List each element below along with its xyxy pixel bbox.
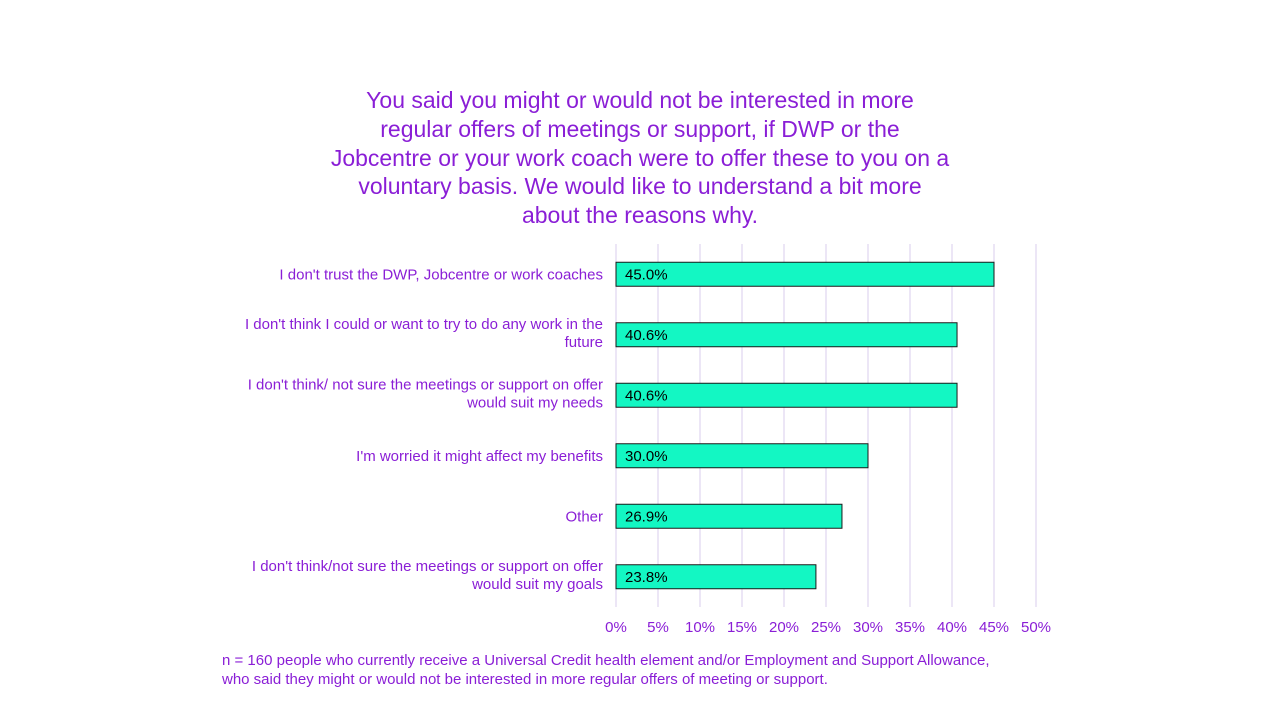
x-tick-label: 40% (937, 619, 967, 636)
bar (615, 322, 958, 348)
bar (615, 564, 817, 590)
footnote-line-1: n = 160 people who currently receive a U… (222, 652, 990, 669)
category-label: I'm worried it might affect my benefits (356, 448, 603, 465)
data-label: 40.6% (625, 327, 668, 344)
category-label: I don't think I could or want to try to … (245, 316, 603, 351)
category-label-line: I don't think/ not sure the meetings or … (248, 376, 603, 393)
bar (615, 261, 995, 287)
category-label: I don't trust the DWP, Jobcentre or work… (279, 266, 603, 283)
x-tick-label: 25% (811, 619, 841, 636)
footnote: n = 160 people who currently receive a U… (222, 651, 1122, 689)
bar (615, 382, 958, 408)
category-label-line: I don't think/not sure the meetings or s… (252, 558, 603, 575)
category-label-line: Other (565, 508, 603, 525)
footnote-line-2: who said they might or would not be inte… (222, 671, 828, 688)
bars: 45.0% 40.6% 40.6% 30.0% 26.9% 23.8% (615, 261, 995, 590)
category-label: I don't think/not sure the meetings or s… (252, 558, 603, 593)
category-label-line: future (565, 334, 603, 351)
category-label-line: I'm worried it might affect my benefits (356, 448, 603, 465)
data-label: 23.8% (625, 569, 668, 586)
gridlines (615, 244, 1037, 607)
x-axis-ticks: 0% 5% 10% 15% 20% 25% 30% 35% 40% 45% 50% (605, 619, 1051, 636)
data-label: 30.0% (625, 448, 668, 465)
x-tick-label: 5% (647, 619, 669, 636)
category-label-line: would suit my goals (471, 576, 603, 593)
bar (615, 443, 869, 469)
category-label: I don't think/ not sure the meetings or … (248, 376, 603, 411)
x-tick-label: 35% (895, 619, 925, 636)
data-label: 45.0% (625, 266, 668, 283)
data-label: 40.6% (625, 387, 668, 404)
x-tick-label: 50% (1021, 619, 1051, 636)
category-label-line: I don't think I could or want to try to … (245, 316, 603, 333)
x-tick-label: 10% (685, 619, 715, 636)
bar (615, 503, 843, 529)
x-tick-label: 20% (769, 619, 799, 636)
category-label-line: would suit my needs (466, 394, 603, 411)
x-tick-label: 45% (979, 619, 1009, 636)
category-labels: I don't trust the DWP, Jobcentre or work… (245, 266, 603, 593)
category-label-line: I don't trust the DWP, Jobcentre or work… (279, 266, 603, 283)
x-tick-label: 15% (727, 619, 757, 636)
chart-title: You said you might or would not be inter… (330, 87, 950, 229)
x-tick-label: 0% (605, 619, 627, 636)
data-label: 26.9% (625, 508, 668, 525)
x-tick-label: 30% (853, 619, 883, 636)
category-label: Other (565, 508, 603, 525)
